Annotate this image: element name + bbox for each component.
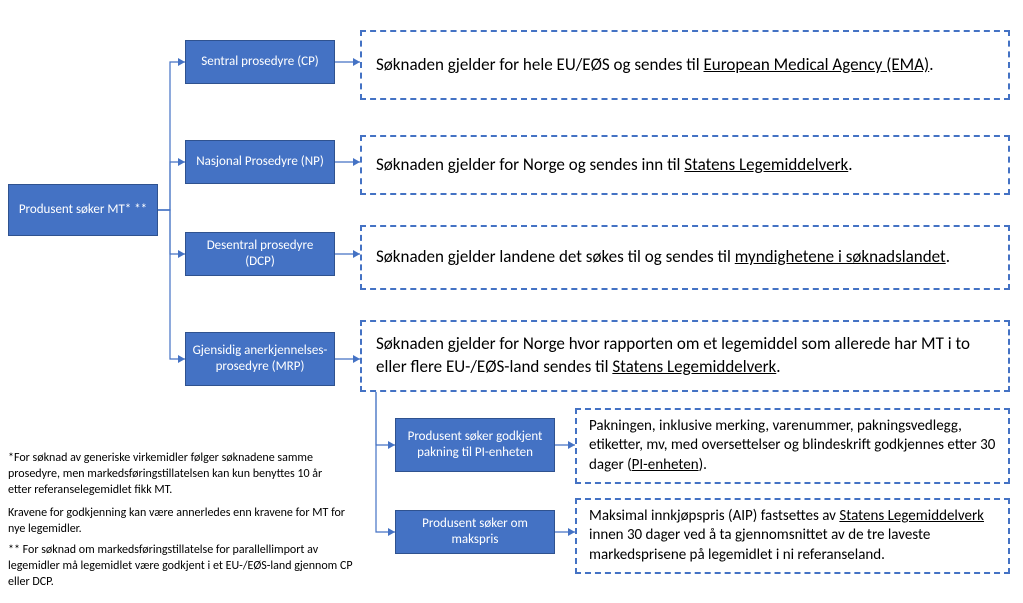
footnote-0: *For søknad av generiske virkemidler føl… xyxy=(8,450,348,499)
desc-np_desc: Søknaden gjelder for Norge og sendes inn… xyxy=(360,135,1010,195)
footnote-2: ** For søknad om markedsføringstillatels… xyxy=(8,542,358,591)
diagram-canvas: Produsent søker MT* ** Sentral prosedyre … xyxy=(0,0,1023,603)
node-dcp: Desentral prosedyre (DCP) xyxy=(185,232,335,276)
node-np: Nasjonal Prosedyre (NP) xyxy=(185,140,335,184)
desc-cp_desc: Søknaden gjelder for hele EU/EØS og send… xyxy=(360,30,1010,100)
desc-mrp_desc: Søknaden gjelder for Norge hvor rapporte… xyxy=(360,320,1010,392)
node-aip: Produsent søker om makspris xyxy=(395,510,555,554)
node-cp: Sentral prosedyre (CP) xyxy=(185,40,335,84)
desc-pi_desc: Pakningen, inklusive merking, varenummer… xyxy=(575,408,1010,484)
node-pi: Produsent søker godkjent pakning til PI-… xyxy=(395,418,555,472)
desc-dcp_desc: Søknaden gjelder landene det søkes til o… xyxy=(360,225,1010,290)
root-node: Produsent søker MT* ** xyxy=(8,184,158,236)
node-mrp: Gjensidig anerkjennelses-prosedyre (MRP) xyxy=(185,332,335,386)
desc-aip_desc: Maksimal innkjøpspris (AIP) fastsettes a… xyxy=(575,498,1010,574)
footnote-1: Kravene for godkjenning kan være annerle… xyxy=(8,505,348,537)
